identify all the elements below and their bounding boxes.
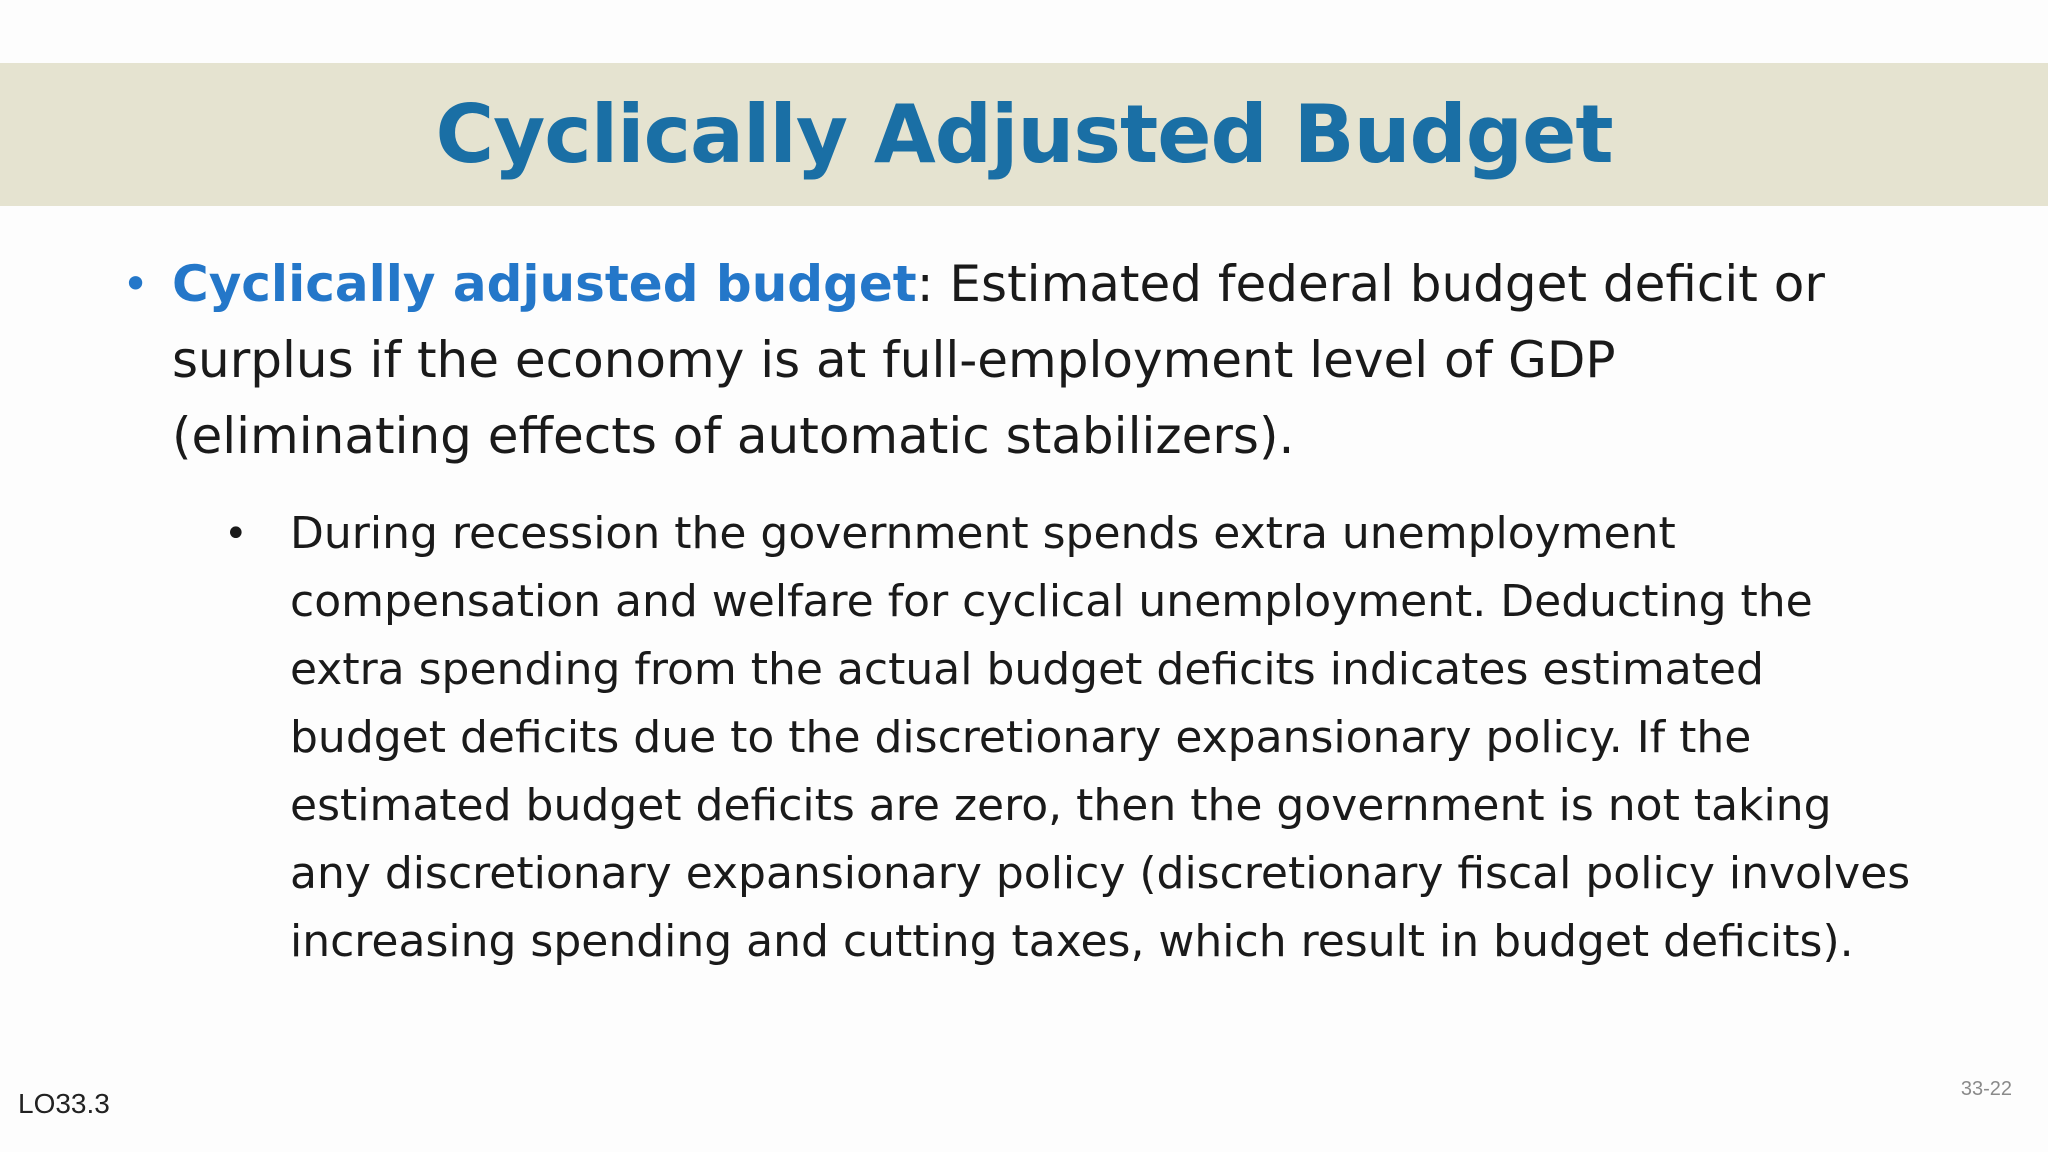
bullet-text: Cyclically adjusted budget: Estimated fe… [172,246,1862,474]
definition-text: : Estimated federal budget deficit or su… [172,255,1825,465]
slide-title: Cyclically Adjusted Budget [435,88,1613,181]
slide-number: 33-22 [1960,1078,2012,1100]
definition-term: Cyclically adjusted budget [172,255,917,313]
sub-bullet-text: During recession the government spends e… [290,508,1911,967]
bullet-icon: • [122,257,150,311]
bullet-item: • Cyclically adjusted budget: Estimated … [122,246,1862,474]
title-band: Cyclically Adjusted Budget [0,63,2048,206]
learning-objective-label: LO33.3 [18,1088,110,1119]
sub-bullet-item: • During recession the government spends… [224,500,1914,976]
sub-bullet-icon: • [224,511,248,557]
